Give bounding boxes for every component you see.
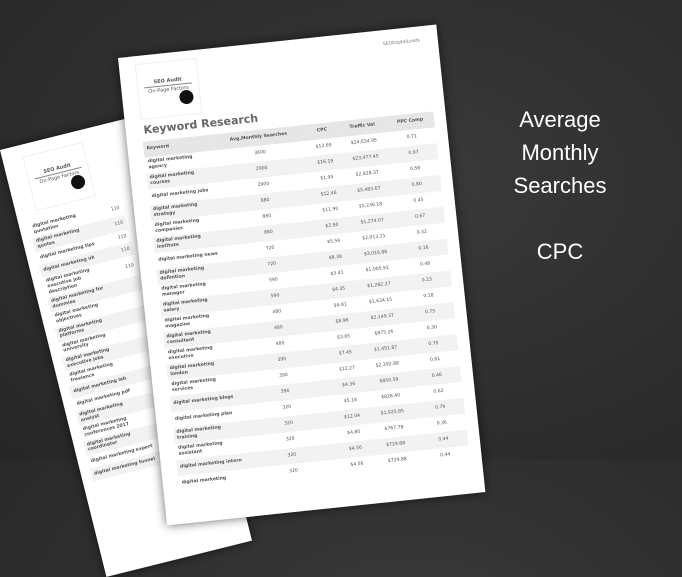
logo-badge-icon <box>69 173 87 191</box>
metric-label-avg-monthly-searches: Average Monthly Searches <box>490 103 630 202</box>
label-line: Average <box>519 107 601 132</box>
keyword-research-table: Keyword Avg.Monthly Searches CPC Traffic Va… <box>142 111 470 492</box>
brand-name: SEODigitalLeads <box>382 38 421 48</box>
seo-audit-logo: SEO Audit On-Page Factors <box>134 57 203 120</box>
metric-label-cpc: CPC <box>536 239 584 264</box>
label-line: Searches <box>513 173 607 198</box>
front-report-page: SEO Audit On-Page Factors SEODigitalLeads… <box>118 24 486 526</box>
logo-badge-icon <box>178 89 195 105</box>
table-cell: $4.56 <box>350 461 364 469</box>
label-line: Monthly <box>521 140 599 165</box>
seo-audit-logo: SEO Audit On-Page Factors <box>22 141 97 212</box>
